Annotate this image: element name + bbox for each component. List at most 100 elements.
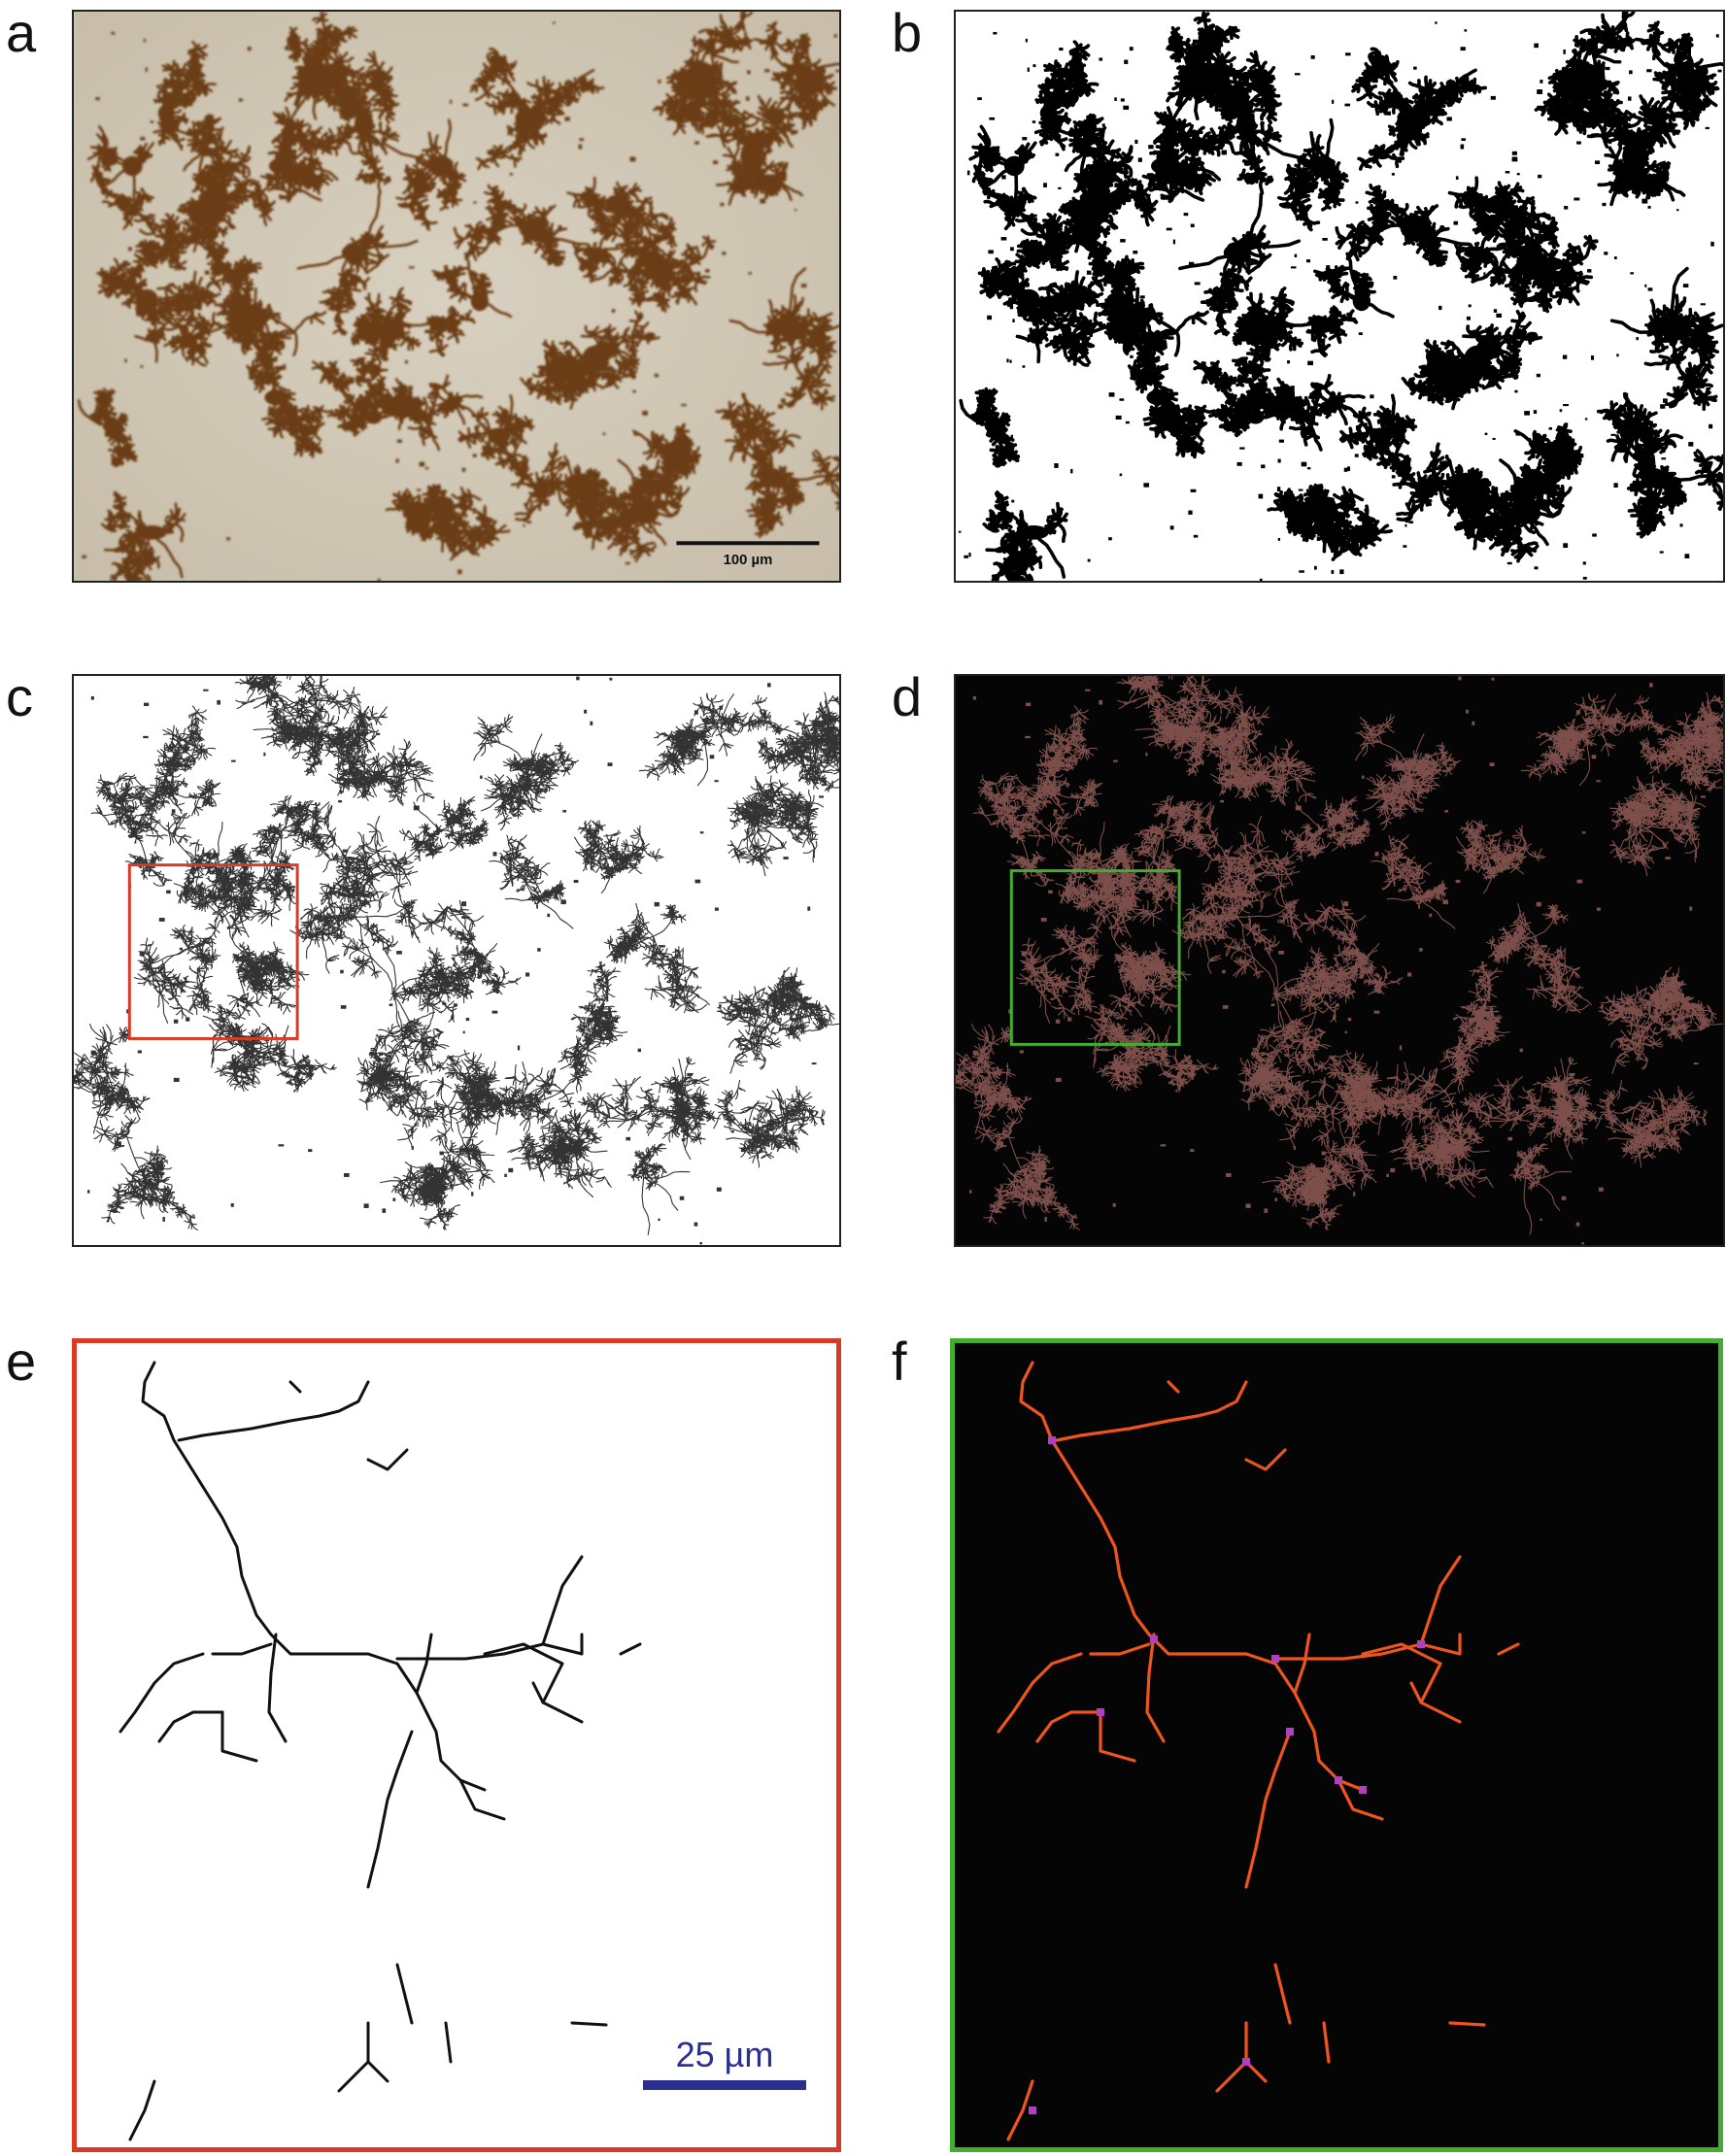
speck	[1426, 392, 1431, 395]
tagged-branch	[1450, 2023, 1484, 2025]
speck	[1332, 570, 1335, 574]
speck	[1386, 1174, 1389, 1177]
speck	[574, 880, 579, 883]
speck	[1001, 175, 1005, 179]
speck	[1515, 432, 1520, 436]
junction-point	[1417, 1640, 1425, 1648]
speck	[579, 138, 584, 141]
speck	[203, 690, 208, 691]
speck	[1010, 247, 1014, 251]
speck	[338, 800, 342, 802]
speck	[715, 907, 719, 910]
speck	[626, 562, 630, 564]
speck	[1569, 1073, 1574, 1076]
speck	[1623, 1148, 1627, 1152]
speck	[1088, 559, 1091, 562]
speck	[1706, 387, 1710, 389]
speck	[1503, 1096, 1505, 1100]
speck	[205, 271, 210, 275]
speck	[497, 95, 499, 99]
speck	[141, 365, 144, 368]
speck	[1201, 735, 1203, 739]
speck	[1564, 1138, 1568, 1141]
speck	[1602, 203, 1606, 206]
speck	[1081, 148, 1085, 150]
speck	[1456, 880, 1461, 883]
speck	[1202, 172, 1206, 177]
speck	[1275, 776, 1280, 778]
speck	[710, 755, 715, 758]
speck	[1538, 175, 1541, 179]
speck	[1604, 252, 1608, 254]
speck	[1020, 1050, 1024, 1053]
speck	[382, 1208, 386, 1213]
speck	[720, 203, 724, 206]
speck	[1050, 253, 1055, 256]
speck	[1534, 44, 1539, 49]
speck	[389, 113, 395, 117]
speck	[117, 1141, 121, 1146]
speck	[584, 710, 587, 714]
speck	[695, 880, 701, 884]
speck	[1359, 332, 1363, 335]
speck	[1472, 722, 1474, 725]
speck	[1295, 254, 1298, 257]
speck	[764, 69, 769, 72]
speck	[819, 795, 824, 797]
speck	[319, 735, 322, 739]
stained-cells-image: 100 µm	[74, 12, 839, 581]
speck	[1718, 70, 1722, 73]
speck	[1537, 374, 1540, 377]
speck	[1716, 34, 1719, 37]
speck	[217, 700, 220, 705]
micrograph-panel-a: 100 µm	[72, 10, 841, 583]
speck	[713, 160, 718, 164]
speck	[1494, 309, 1497, 313]
speck	[834, 698, 839, 701]
speck	[1235, 384, 1238, 387]
speck	[1404, 133, 1407, 135]
cell-soma	[605, 195, 624, 214]
speck	[1386, 112, 1390, 116]
cell-soma	[1019, 525, 1049, 540]
speck	[1377, 990, 1380, 994]
speck	[1453, 221, 1457, 225]
speck	[357, 867, 359, 871]
speck	[1348, 1018, 1351, 1021]
speck	[1307, 361, 1313, 365]
speck	[1491, 96, 1496, 100]
speck	[480, 776, 482, 779]
speck	[834, 34, 837, 37]
speck	[1592, 755, 1597, 758]
speck	[1595, 239, 1598, 242]
speck	[1556, 92, 1560, 95]
speck	[1564, 206, 1568, 210]
cell-soma	[488, 427, 510, 444]
speck	[1268, 402, 1273, 405]
cell-soma	[122, 156, 143, 177]
speck	[297, 189, 302, 192]
speck	[1124, 997, 1130, 1000]
speck	[1012, 319, 1014, 322]
speck	[412, 1146, 414, 1150]
speck	[1706, 127, 1709, 129]
cell-soma	[689, 63, 715, 77]
speck	[526, 521, 531, 523]
speck	[749, 1123, 752, 1125]
speck	[1613, 1130, 1616, 1133]
speck	[1616, 354, 1618, 356]
speck	[714, 780, 718, 782]
speck	[1631, 1123, 1634, 1125]
speck	[790, 742, 794, 744]
speck	[1591, 355, 1594, 360]
speck	[166, 891, 171, 893]
speck	[1517, 173, 1520, 175]
speck	[1491, 839, 1494, 841]
speck	[1665, 857, 1670, 859]
speck	[1017, 574, 1019, 576]
speck	[998, 1141, 1003, 1146]
speck	[1145, 753, 1147, 757]
speck	[1120, 474, 1123, 477]
cell-soma	[565, 474, 587, 495]
speck	[796, 723, 800, 724]
